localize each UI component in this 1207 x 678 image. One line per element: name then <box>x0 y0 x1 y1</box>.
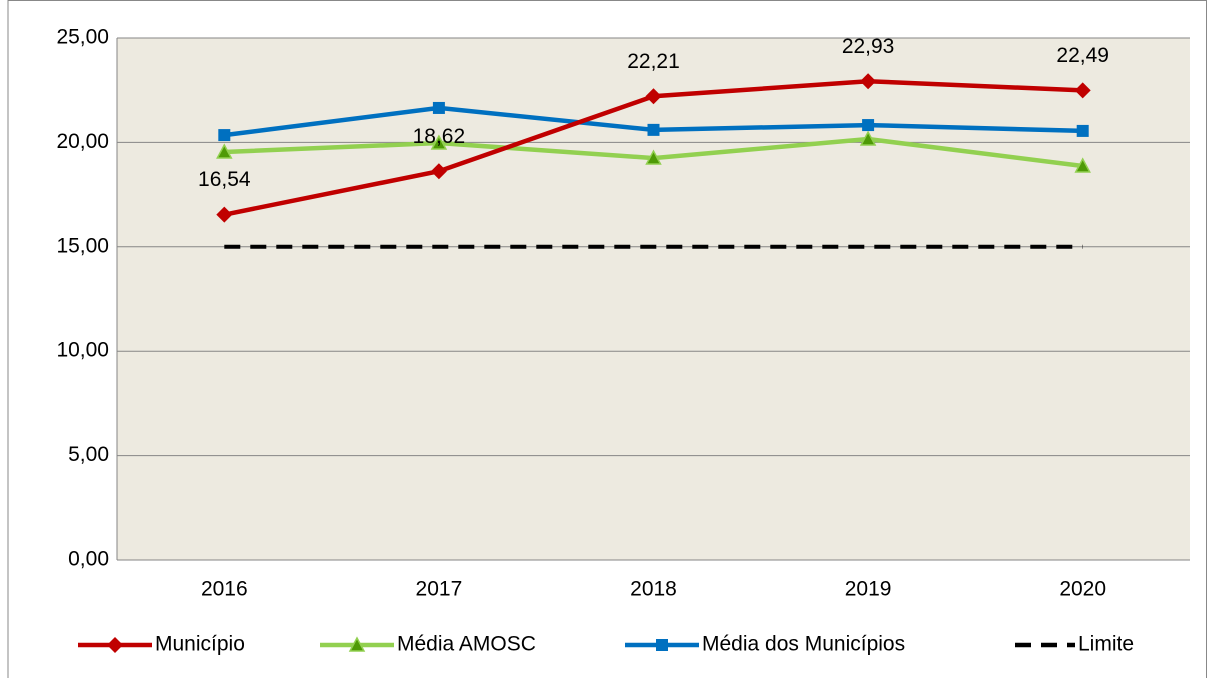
x-tick-label: 2018 <box>630 578 677 601</box>
legend-marker <box>348 636 366 652</box>
data-label: 22,93 <box>842 35 895 58</box>
legend-marker <box>656 639 668 651</box>
y-tick-label: 15,00 <box>56 234 109 257</box>
legend-label: Município <box>155 633 245 656</box>
y-tick-label: 0,00 <box>68 548 109 571</box>
data-label: 16,54 <box>198 168 251 191</box>
data-point <box>430 163 447 180</box>
legend-marker <box>107 637 123 653</box>
data-point <box>860 73 877 90</box>
y-tick-label: 10,00 <box>56 339 109 362</box>
data-label: 18,62 <box>413 125 466 148</box>
data-point <box>216 206 233 223</box>
y-tick-label: 5,00 <box>68 443 109 466</box>
data-point <box>432 101 445 114</box>
data-point <box>862 119 875 132</box>
x-tick-label: 2016 <box>201 578 248 601</box>
data-point <box>647 123 660 136</box>
data-point <box>218 129 231 142</box>
x-tick-label: 2017 <box>416 578 463 601</box>
data-point <box>1074 157 1091 173</box>
legend-label: Limite <box>1078 633 1134 656</box>
data-point <box>1076 124 1089 137</box>
data-label: 22,49 <box>1056 44 1109 67</box>
plot-area <box>117 38 1190 560</box>
data-point <box>216 143 233 159</box>
data-point <box>430 134 448 150</box>
y-tick-label: 20,00 <box>56 130 109 153</box>
data-point <box>859 130 877 146</box>
data-label: 22,21 <box>627 50 680 73</box>
legend-label: Média dos Municípios <box>702 633 905 656</box>
data-point <box>1074 82 1091 99</box>
x-tick-label: 2020 <box>1059 578 1106 601</box>
legend-label: Média AMOSC <box>397 633 536 656</box>
data-point <box>645 149 662 165</box>
x-tick-label: 2019 <box>845 578 892 601</box>
data-point <box>645 88 662 105</box>
y-tick-label: 25,00 <box>56 26 109 49</box>
